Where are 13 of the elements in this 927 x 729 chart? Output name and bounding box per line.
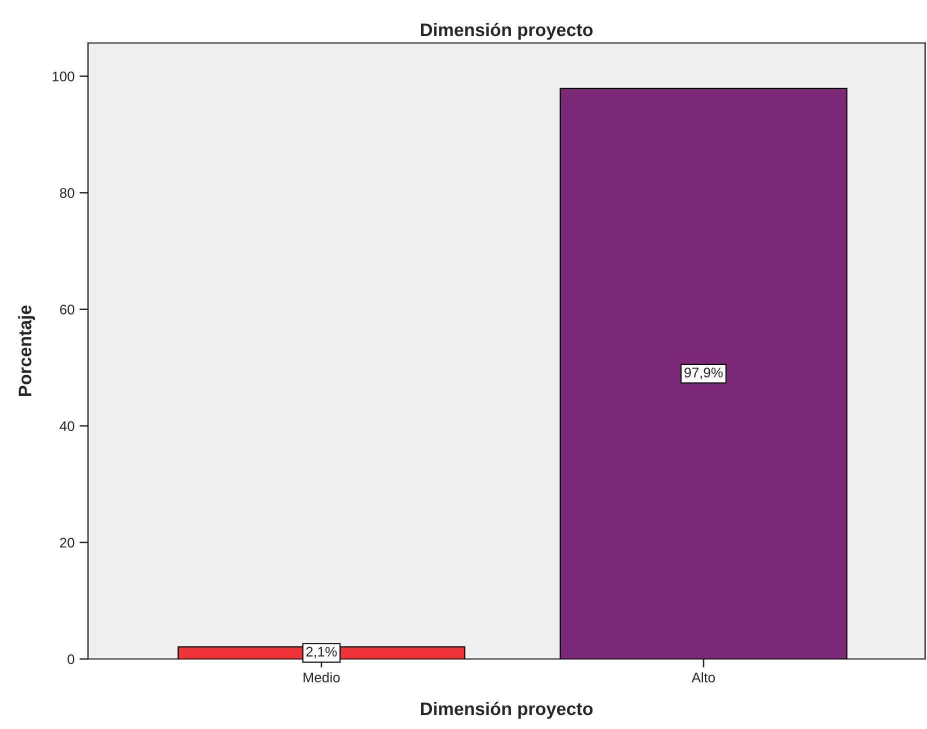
y-tick-label: 0 [68,654,74,664]
data-label: 2,1% [306,646,337,658]
x-axis-title: Dimensión proyecto [421,702,593,719]
y-axis-title: Porcentaje [18,305,35,396]
y-tick-label: 20 [60,538,74,548]
data-label: 97,9% [684,368,723,380]
y-tick-label: 100 [52,72,74,82]
y-tick-label: 60 [60,304,74,314]
x-tick-label: Medio [304,672,340,682]
y-tick-label: 80 [60,188,74,198]
x-tick-label: Alto [692,672,715,682]
y-tick-label: 40 [60,421,74,432]
chart-title: Dimensión proyecto [421,22,593,40]
